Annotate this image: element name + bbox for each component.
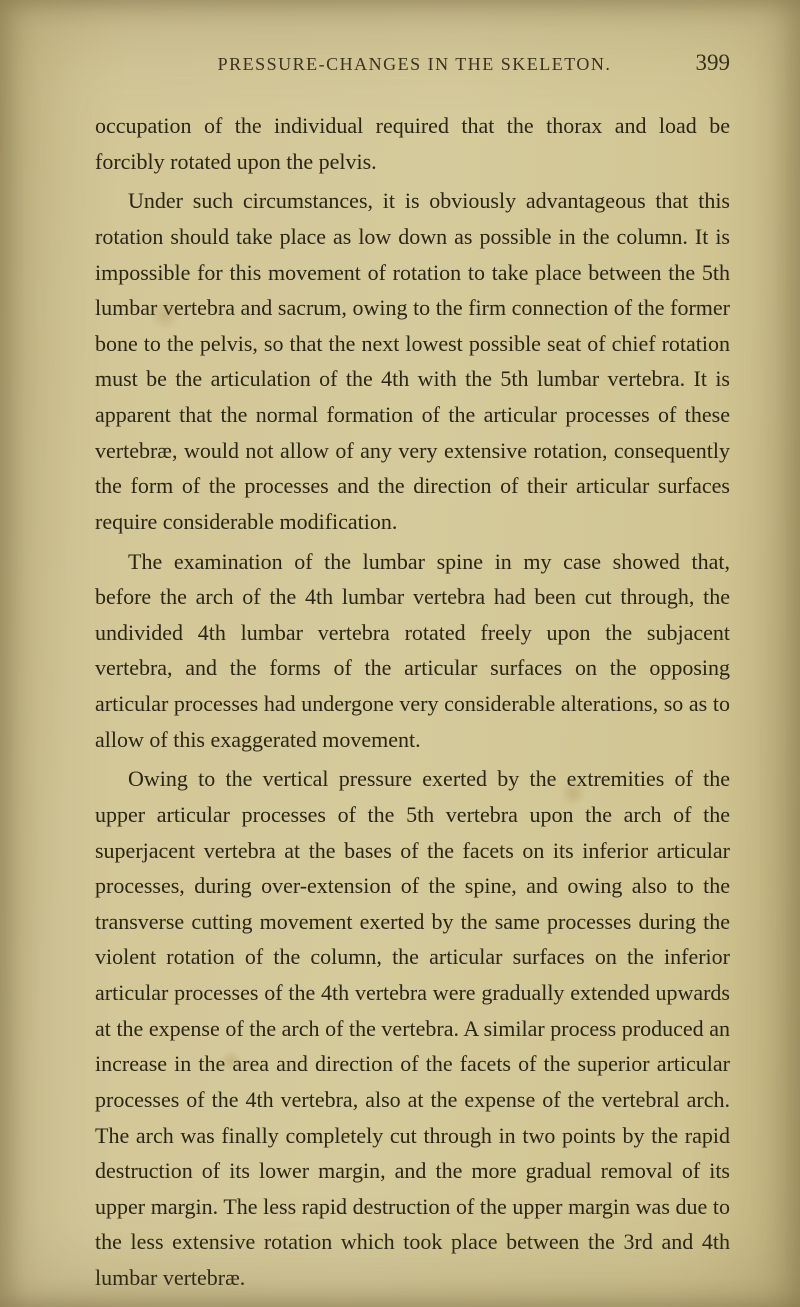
paragraph: After the 4th lumbar vertebra had been d… — [95, 1300, 730, 1307]
page: PRESSURE-CHANGES IN THE SKELETON. 399 oc… — [0, 0, 800, 1307]
paragraph: Under such circumstances, it is obviousl… — [95, 183, 730, 539]
page-number: 399 — [674, 50, 730, 76]
running-head: PRESSURE-CHANGES IN THE SKELETON. — [155, 54, 674, 75]
paragraph: The examination of the lumbar spine in m… — [95, 544, 730, 758]
header-row: PRESSURE-CHANGES IN THE SKELETON. 399 — [95, 50, 730, 76]
paragraph: Owing to the vertical pressure exerted b… — [95, 761, 730, 1295]
paragraph: occupation of the individual required th… — [95, 108, 730, 179]
body-text: occupation of the individual required th… — [95, 108, 730, 1307]
